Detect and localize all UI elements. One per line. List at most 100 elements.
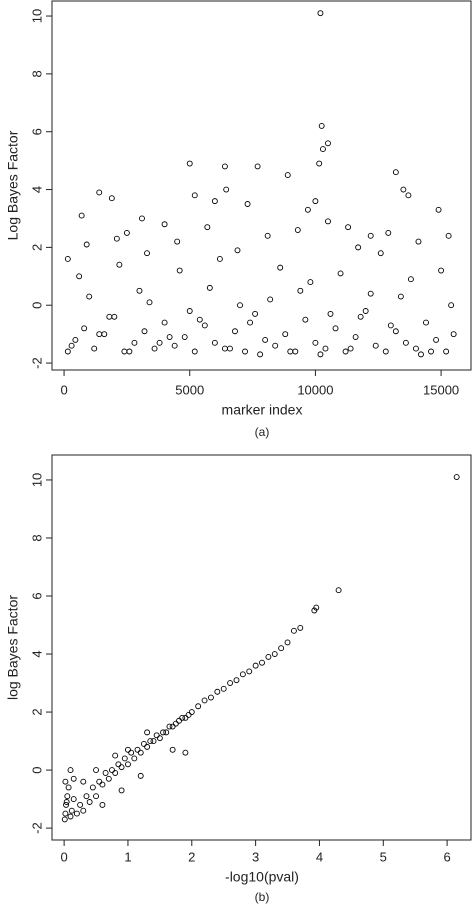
point	[367, 290, 374, 297]
point	[140, 741, 147, 747]
point	[182, 714, 189, 721]
y-axis-label: log Bayes Factor	[5, 595, 21, 700]
point	[186, 308, 193, 314]
point	[68, 807, 75, 814]
x-tick-label: 10000	[297, 382, 333, 397]
point	[247, 319, 254, 326]
y-tick-label: 6	[29, 128, 44, 135]
point	[382, 348, 389, 355]
point	[147, 738, 154, 745]
point	[221, 163, 228, 170]
point	[63, 801, 69, 808]
point	[111, 313, 118, 320]
point	[402, 339, 409, 346]
point	[201, 697, 208, 704]
x-tick-label: 3	[252, 849, 259, 864]
point	[109, 767, 115, 774]
point	[278, 645, 285, 652]
point	[70, 775, 77, 782]
point	[76, 273, 83, 280]
x-tick-label: 0	[61, 849, 68, 864]
point	[81, 325, 88, 332]
point	[223, 186, 230, 193]
point	[297, 287, 304, 294]
point	[191, 348, 198, 355]
point	[211, 198, 218, 205]
point	[134, 746, 141, 753]
point	[262, 336, 269, 343]
point	[176, 717, 182, 724]
point	[191, 192, 198, 199]
point	[227, 680, 234, 686]
point	[267, 296, 274, 303]
point	[186, 160, 193, 167]
point	[372, 342, 379, 349]
point	[322, 345, 329, 352]
point	[80, 778, 87, 785]
point	[377, 250, 384, 257]
point	[327, 310, 334, 317]
x-tick-label: 5	[380, 849, 387, 864]
point	[423, 319, 429, 326]
y-tick-label: 2	[29, 244, 44, 251]
y-tick-label: 8	[29, 70, 44, 77]
point	[244, 201, 251, 207]
y-tick-label: 6	[29, 592, 44, 599]
point	[131, 339, 138, 346]
point	[141, 328, 148, 335]
plot-frame	[51, 0, 472, 371]
point	[179, 714, 186, 721]
y-tick-label: 10	[29, 9, 44, 23]
point	[128, 749, 135, 756]
point	[325, 218, 331, 225]
point	[433, 336, 440, 343]
point	[385, 229, 392, 236]
point	[64, 256, 71, 262]
y-tick-label: 2	[29, 708, 44, 715]
point	[428, 348, 434, 355]
point	[70, 796, 77, 803]
x-tick-label: 0	[60, 382, 67, 397]
point	[221, 345, 228, 352]
point	[332, 325, 339, 332]
point	[312, 339, 319, 346]
y-axis-label: Log Bayes Factor	[5, 130, 21, 240]
y-tick-label: 8	[29, 534, 44, 541]
x-tick-label: 5000	[175, 382, 204, 397]
point	[166, 334, 173, 340]
point	[272, 342, 279, 349]
y-tick-label: 10	[29, 473, 44, 487]
point	[146, 299, 153, 306]
point	[252, 662, 259, 669]
point	[237, 302, 243, 309]
point	[125, 746, 131, 753]
point	[78, 212, 85, 219]
point	[211, 339, 218, 346]
point	[153, 732, 160, 739]
point	[118, 764, 125, 771]
point	[216, 256, 223, 262]
caption: (b)	[255, 890, 270, 904]
point	[96, 189, 103, 196]
point	[316, 160, 323, 167]
x-axis-label: -log10(pval)	[225, 869, 299, 885]
point	[68, 342, 75, 349]
point	[242, 348, 248, 355]
point	[101, 331, 108, 338]
point	[156, 339, 163, 346]
point	[123, 229, 130, 236]
point	[174, 238, 181, 245]
point	[294, 227, 301, 233]
point	[304, 206, 311, 213]
point	[405, 192, 412, 199]
point	[302, 316, 309, 323]
point	[196, 316, 203, 323]
point	[312, 198, 319, 205]
point	[64, 348, 71, 355]
point	[188, 709, 195, 716]
point	[214, 688, 221, 695]
point	[407, 276, 414, 283]
point	[121, 755, 128, 762]
point	[93, 793, 99, 800]
point	[163, 729, 170, 736]
